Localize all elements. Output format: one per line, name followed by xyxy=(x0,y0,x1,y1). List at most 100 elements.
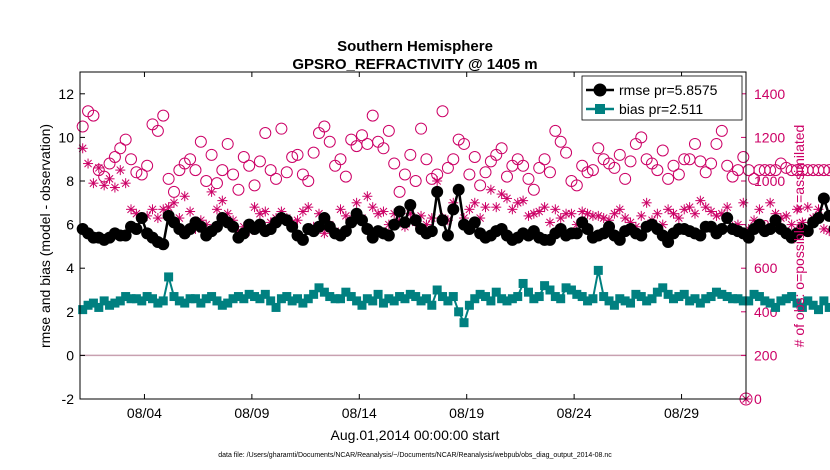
bias-point xyxy=(266,296,276,306)
bias-point xyxy=(566,285,576,295)
bias-point xyxy=(668,294,678,304)
bias-point xyxy=(685,296,695,306)
assimilated-point xyxy=(518,195,529,206)
bias-point xyxy=(362,294,372,304)
asterisk-stroke xyxy=(213,205,221,214)
possible-point xyxy=(189,164,202,177)
assimilated-point xyxy=(120,178,131,189)
asterisk-stroke xyxy=(379,207,388,216)
assimilated-point xyxy=(351,197,362,208)
asterisk-stroke xyxy=(621,214,630,222)
asterisk-stroke xyxy=(148,205,157,214)
legend-rmse-marker xyxy=(593,83,607,97)
asterisk-stroke xyxy=(121,179,130,188)
bias-point xyxy=(309,289,319,299)
asterisk-stroke xyxy=(341,211,350,220)
asterisk-stroke xyxy=(180,192,189,201)
bias-point xyxy=(765,298,775,308)
bias-point xyxy=(771,302,781,312)
assimilated-point xyxy=(501,193,512,204)
assimilated-point xyxy=(802,202,813,213)
legend-bias-marker xyxy=(595,104,605,114)
bias-point xyxy=(754,292,764,302)
bias-point xyxy=(588,294,598,304)
possible-point xyxy=(194,135,207,148)
assimilated-point xyxy=(765,197,776,208)
plot-frame xyxy=(79,71,747,400)
possible-point xyxy=(592,142,605,155)
possible-point xyxy=(103,157,116,170)
bias-point xyxy=(298,298,308,308)
x-axis-label: Aug.01,2014 00:00:00 start xyxy=(331,427,500,443)
rmse-point xyxy=(441,229,454,242)
bias-point xyxy=(341,287,351,297)
possible-point xyxy=(108,151,121,164)
possible-point xyxy=(323,135,336,148)
y-tick-label: 6 xyxy=(66,217,74,233)
rmse-point xyxy=(361,222,374,235)
asterisk-stroke xyxy=(363,192,372,201)
rmse-point xyxy=(194,220,207,233)
possible-point xyxy=(828,166,830,174)
assimilated-point xyxy=(754,204,765,215)
asterisk-stroke xyxy=(519,196,527,205)
legend-box xyxy=(581,75,743,121)
possible-point xyxy=(624,155,637,168)
bias-point xyxy=(540,281,550,291)
bias-point xyxy=(749,289,759,299)
bias-point xyxy=(518,278,528,288)
possible-point xyxy=(253,155,266,168)
possible-point xyxy=(286,151,299,164)
possible-point xyxy=(576,159,589,172)
x-tick-label: 08/14 xyxy=(342,405,377,421)
possible-point xyxy=(366,109,379,122)
rmse-point xyxy=(130,222,143,235)
bias-point xyxy=(196,298,206,308)
assimilated-point xyxy=(469,197,480,208)
possible-point xyxy=(162,172,175,185)
asterisk-stroke xyxy=(755,205,764,214)
possible-point xyxy=(672,168,685,181)
rmse-point xyxy=(570,227,583,240)
possible-point xyxy=(731,164,744,177)
possible-point xyxy=(554,135,567,148)
bias-point xyxy=(583,296,593,306)
asterisk-stroke xyxy=(336,205,345,214)
possible-point xyxy=(388,157,401,170)
possible-point xyxy=(458,137,471,150)
possible-point xyxy=(705,157,718,170)
bias-point xyxy=(223,298,233,308)
possible-point xyxy=(737,151,750,164)
asterisk-stroke xyxy=(583,209,592,218)
y2-tick-label: 1200 xyxy=(754,129,785,145)
asterisk-stroke xyxy=(111,183,119,192)
assimilated-point xyxy=(555,213,566,224)
bias-point xyxy=(502,296,512,306)
bias-point xyxy=(174,296,184,306)
possible-point xyxy=(823,164,830,177)
possible-point xyxy=(227,168,240,181)
bias-point xyxy=(658,283,668,293)
possible-point xyxy=(522,172,535,185)
y2-axis-label: # of obs: o=possible; ∗=assimilated xyxy=(791,125,807,348)
x-tick-label: 08/29 xyxy=(664,405,699,421)
assimilated-point xyxy=(636,210,647,221)
asterisk-stroke xyxy=(803,203,812,212)
bias-point xyxy=(207,292,217,302)
y-tick-label: 8 xyxy=(66,173,74,189)
bias-point xyxy=(706,292,716,302)
rmse-point xyxy=(769,214,782,227)
asterisk-stroke xyxy=(186,207,194,216)
bias-point xyxy=(797,302,807,312)
assimilated-point xyxy=(722,202,733,213)
data-file-footnote: data file: /Users/gharamti/Documents/NCA… xyxy=(218,452,612,459)
possible-point xyxy=(474,179,487,192)
rmse-point xyxy=(431,185,444,198)
possible-point xyxy=(237,151,250,164)
rmse-point xyxy=(613,233,626,246)
bias-point xyxy=(395,292,405,302)
bias-point xyxy=(448,292,458,302)
possible-point xyxy=(688,137,701,150)
bias-point xyxy=(507,294,517,304)
rmse-point xyxy=(313,220,326,233)
